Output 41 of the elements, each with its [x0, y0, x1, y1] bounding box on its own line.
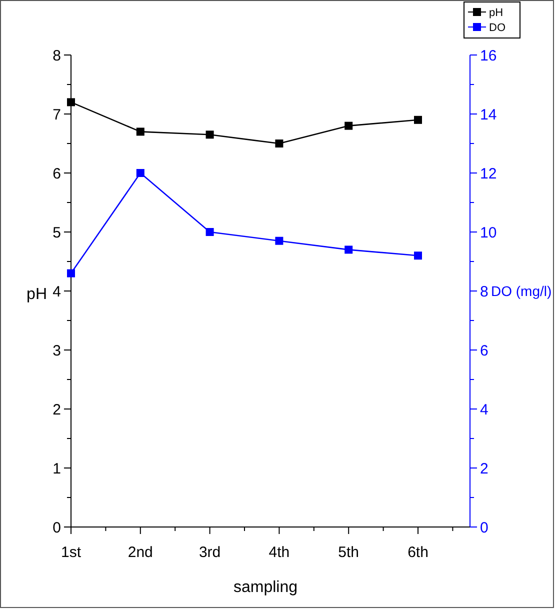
- x-tick-label: 1st: [60, 544, 82, 561]
- point: [136, 128, 144, 136]
- y2-tick-label: 6: [480, 342, 488, 360]
- legend-label: pH: [489, 6, 504, 19]
- y-tick-label: 5: [52, 224, 61, 242]
- y-tick-label: 2: [52, 401, 61, 418]
- point: [414, 116, 422, 124]
- y2-tick-label: 16: [480, 47, 497, 64]
- point: [414, 252, 422, 260]
- y2-tick-label: 8: [480, 283, 488, 300]
- y2-tick-label: 12: [480, 165, 497, 182]
- y2-tick-label: 0: [480, 519, 488, 536]
- y-tick-label: 0: [52, 519, 61, 536]
- point: [67, 98, 75, 106]
- point: [67, 269, 75, 278]
- point: [275, 140, 284, 148]
- y-tick-label: 6: [52, 165, 61, 182]
- point: [344, 246, 353, 254]
- point: [344, 122, 353, 130]
- point: [206, 130, 214, 139]
- x-tick-label: 5th: [338, 544, 360, 561]
- x-tick-label: 4th: [268, 544, 290, 561]
- y2-tick-label: 4: [480, 401, 488, 418]
- y2-tick-label: 14: [480, 106, 497, 124]
- x-tick-label: 2nd: [128, 544, 153, 561]
- y-tick-label: 8: [52, 47, 61, 64]
- point: [206, 228, 214, 236]
- legend-label: DO: [489, 22, 506, 34]
- x-tick-label: 6th: [408, 544, 428, 561]
- y2-tick-label: 2: [480, 460, 488, 478]
- y-tick-label: 4: [52, 283, 61, 300]
- y2-axis-title: DO (mg/l): [491, 283, 552, 299]
- point: [275, 236, 284, 245]
- y-tick-label: 3: [52, 342, 61, 360]
- y-tick-label: 7: [52, 106, 61, 124]
- point: [136, 169, 144, 177]
- y-axis-title: pH: [26, 286, 47, 303]
- y2-tick-label: 10: [480, 224, 497, 242]
- x-tick-label: 3rd: [198, 544, 221, 561]
- y-tick-label: 1: [52, 460, 61, 478]
- x-axis-title: sampling: [233, 579, 298, 596]
